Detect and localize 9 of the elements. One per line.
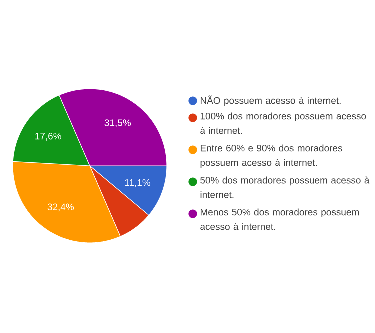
- legend-label: 100% dos moradores possuem acesso à internet.: [200, 112, 366, 134]
- data-label: 11,1%: [125, 179, 151, 188]
- legend-label: Menos 50% dos moradores possuem acesso à internet.: [200, 208, 360, 230]
- data-label: 31,5%: [104, 120, 132, 128]
- legend-label: Entre 60% e 90% dos moradores possuem acesso à internet.: [200, 144, 342, 168]
- data-label: 17,6%: [36, 132, 62, 141]
- data-label: 32,4%: [48, 204, 74, 212]
- legend-label: NÃO possuem acesso à internet.: [200, 96, 341, 106]
- legend-label: 50% dos moradores possuem acesso à internet.: [200, 176, 370, 198]
